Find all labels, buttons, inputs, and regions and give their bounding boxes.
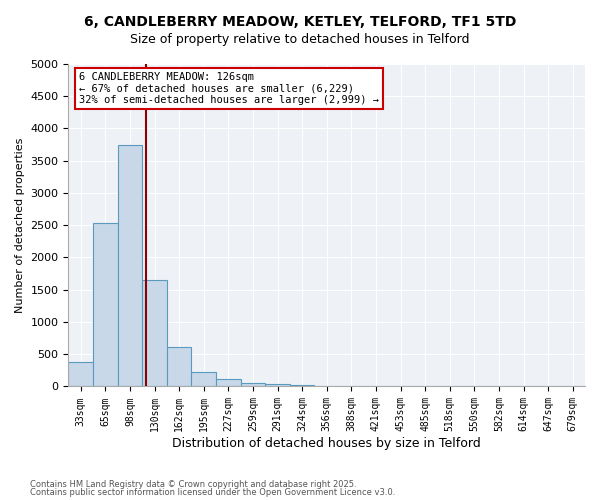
Bar xyxy=(167,347,191,387)
Bar xyxy=(290,385,314,386)
Bar xyxy=(142,280,167,386)
Text: Contains HM Land Registry data © Crown copyright and database right 2025.: Contains HM Land Registry data © Crown c… xyxy=(30,480,356,489)
Text: 6 CANDLEBERRY MEADOW: 126sqm
← 67% of detached houses are smaller (6,229)
32% of: 6 CANDLEBERRY MEADOW: 126sqm ← 67% of de… xyxy=(79,72,379,106)
Y-axis label: Number of detached properties: Number of detached properties xyxy=(15,138,25,313)
Text: Size of property relative to detached houses in Telford: Size of property relative to detached ho… xyxy=(130,32,470,46)
Text: 6, CANDLEBERRY MEADOW, KETLEY, TELFORD, TF1 5TD: 6, CANDLEBERRY MEADOW, KETLEY, TELFORD, … xyxy=(84,15,516,29)
Bar xyxy=(93,224,118,386)
Bar xyxy=(118,144,142,386)
X-axis label: Distribution of detached houses by size in Telford: Distribution of detached houses by size … xyxy=(172,437,481,450)
Bar xyxy=(216,380,241,386)
Bar xyxy=(68,362,93,386)
Bar xyxy=(191,372,216,386)
Bar xyxy=(241,383,265,386)
Text: Contains public sector information licensed under the Open Government Licence v3: Contains public sector information licen… xyxy=(30,488,395,497)
Bar xyxy=(265,384,290,386)
